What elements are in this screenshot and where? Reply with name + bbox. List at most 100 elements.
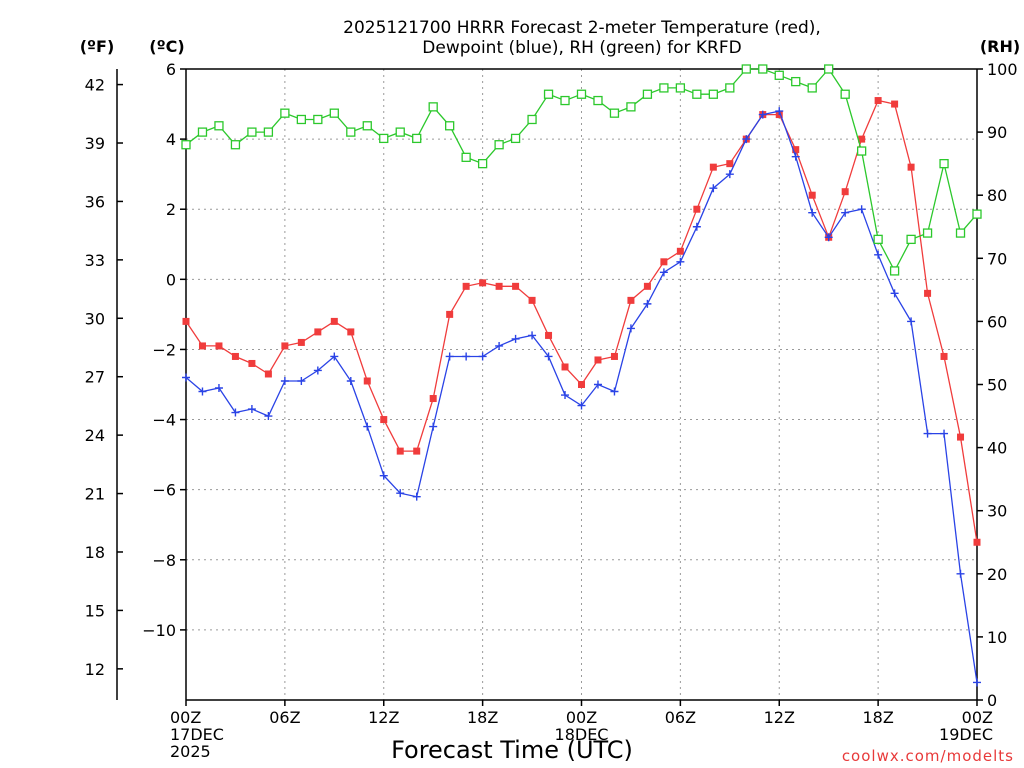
chart-title: 2025121700 HRRR Forecast 2-meter Tempera… bbox=[343, 18, 821, 58]
series-dewpoint bbox=[182, 107, 981, 687]
chart-axes bbox=[116, 68, 983, 706]
fahrenheit-tick-label: 21 bbox=[85, 485, 105, 504]
data-point bbox=[627, 296, 635, 304]
x-tick-label: 12Z bbox=[368, 708, 399, 727]
data-point bbox=[247, 405, 256, 414]
data-point bbox=[939, 158, 949, 169]
data-point bbox=[774, 70, 784, 80]
data-point bbox=[577, 401, 586, 410]
data-point bbox=[363, 377, 371, 385]
data-point bbox=[873, 234, 883, 245]
data-point bbox=[907, 317, 916, 326]
data-point bbox=[726, 160, 734, 168]
data-point bbox=[231, 352, 239, 360]
data-point bbox=[511, 334, 520, 343]
data-point bbox=[578, 381, 585, 388]
data-point bbox=[362, 121, 372, 131]
data-point bbox=[495, 282, 503, 290]
chart-series bbox=[181, 64, 982, 687]
x-tick-label: 18Z bbox=[467, 708, 498, 727]
chart-title-line-2: Dewpoint (blue), RH (green) for KRFD bbox=[422, 38, 741, 58]
data-point bbox=[429, 395, 437, 403]
data-point bbox=[858, 135, 866, 143]
data-point bbox=[561, 391, 570, 400]
data-point bbox=[215, 342, 223, 350]
data-point bbox=[494, 140, 504, 150]
data-point bbox=[610, 387, 619, 396]
data-point bbox=[462, 352, 471, 361]
data-point bbox=[955, 228, 966, 238]
data-point bbox=[856, 146, 867, 156]
data-point bbox=[528, 331, 537, 340]
fahrenheit-tick-label: 42 bbox=[85, 76, 105, 95]
x-tick-label: 12Z bbox=[764, 708, 795, 727]
data-point bbox=[297, 338, 305, 346]
data-point bbox=[709, 163, 717, 171]
x-axis-title: Forecast Time (UTC) bbox=[391, 736, 633, 764]
data-point bbox=[643, 299, 652, 308]
source-credit: coolwx.com/modelts bbox=[842, 747, 1014, 765]
data-point bbox=[181, 140, 191, 150]
rh-axis-unit: (RH) bbox=[980, 37, 1020, 56]
rh-tick-label: 20 bbox=[987, 565, 1007, 584]
data-point bbox=[840, 89, 850, 99]
data-point bbox=[791, 76, 801, 87]
data-point bbox=[396, 447, 404, 455]
celsius-tick-label: −6 bbox=[152, 481, 176, 500]
data-point bbox=[676, 257, 685, 266]
data-point bbox=[923, 429, 932, 438]
data-point bbox=[528, 296, 536, 304]
fahrenheit-tick-label: 27 bbox=[85, 368, 105, 387]
rh-tick-label: 90 bbox=[987, 123, 1007, 142]
fahrenheit-tick-label: 33 bbox=[85, 251, 105, 270]
celsius-tick-label: −8 bbox=[152, 551, 176, 570]
data-point bbox=[412, 492, 421, 501]
data-point bbox=[512, 282, 520, 290]
data-point bbox=[560, 95, 570, 106]
data-point bbox=[874, 250, 883, 259]
data-point bbox=[807, 83, 817, 93]
x-tick-label: 00Z bbox=[566, 708, 597, 727]
data-point bbox=[792, 146, 800, 154]
data-point bbox=[660, 258, 668, 266]
data-point bbox=[313, 366, 322, 375]
data-point bbox=[478, 352, 487, 361]
fahrenheit-tick-label: 18 bbox=[85, 543, 105, 562]
rh-tick-label: 50 bbox=[987, 376, 1007, 395]
rh-tick-label: 30 bbox=[987, 502, 1007, 521]
data-point bbox=[330, 317, 338, 325]
x-tick-label: 2025 bbox=[170, 742, 211, 761]
data-point bbox=[594, 356, 602, 364]
data-point bbox=[264, 370, 272, 378]
data-point bbox=[462, 282, 470, 290]
rh-tick-label: 0 bbox=[987, 691, 997, 710]
data-point bbox=[477, 158, 488, 169]
data-point bbox=[610, 352, 618, 360]
chart-tick-labels: 6420−2−4−6−8−104239363330272421181512100… bbox=[85, 60, 1018, 761]
data-point bbox=[346, 127, 356, 137]
celsius-tick-label: 6 bbox=[166, 60, 176, 79]
fahrenheit-tick-label: 36 bbox=[85, 192, 105, 211]
data-point bbox=[413, 447, 421, 455]
data-point bbox=[874, 97, 882, 105]
data-point bbox=[593, 380, 602, 389]
data-point bbox=[940, 352, 948, 360]
data-point bbox=[281, 342, 289, 350]
data-point bbox=[182, 373, 190, 382]
celsius-tick-label: 2 bbox=[166, 200, 176, 219]
rh-tick-label: 70 bbox=[987, 249, 1007, 268]
series-rh bbox=[181, 64, 982, 276]
data-point bbox=[841, 188, 849, 196]
chart-title-line-1: 2025121700 HRRR Forecast 2-meter Tempera… bbox=[343, 18, 821, 38]
data-point bbox=[527, 114, 537, 125]
data-point bbox=[197, 127, 208, 137]
data-point bbox=[626, 102, 636, 112]
rh-tick-label: 10 bbox=[987, 628, 1007, 647]
data-point bbox=[676, 247, 684, 255]
data-point bbox=[659, 268, 668, 277]
data-point bbox=[708, 89, 718, 99]
data-point bbox=[973, 538, 981, 546]
x-tick-label: 06Z bbox=[269, 708, 300, 727]
data-point bbox=[395, 127, 405, 137]
